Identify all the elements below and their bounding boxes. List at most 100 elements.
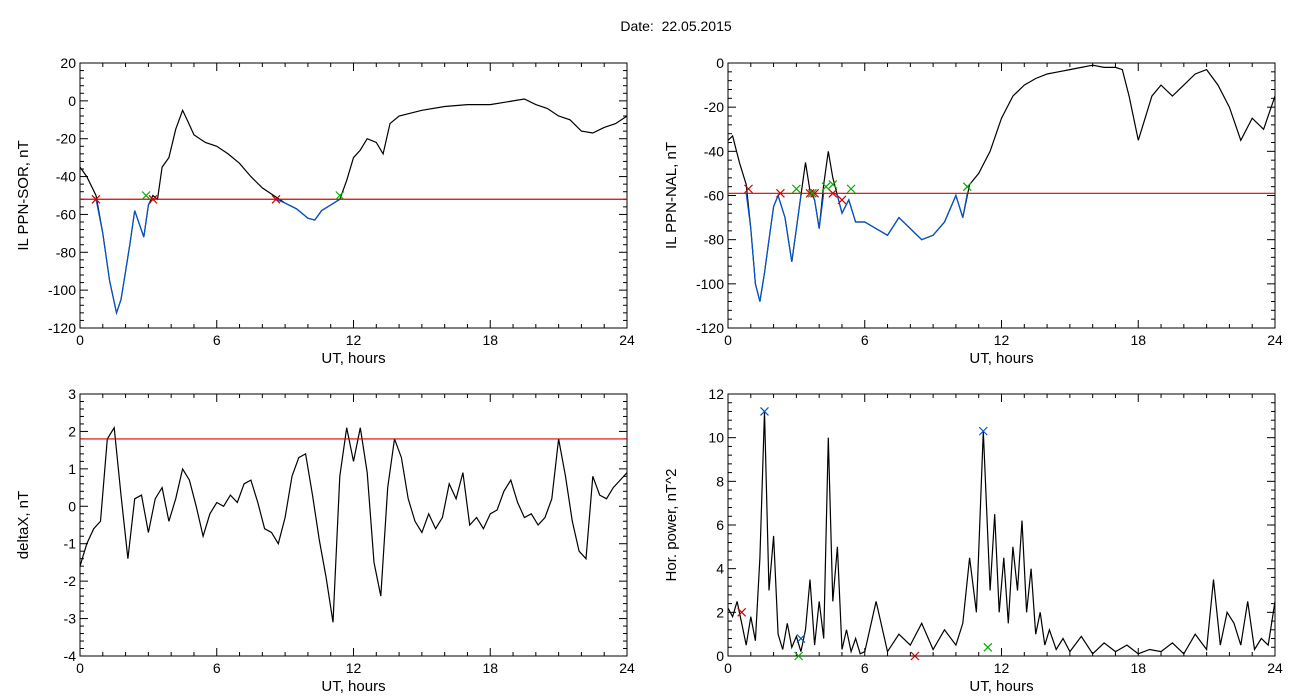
chart-date-title: Date: 22.05.2015 <box>620 18 732 34</box>
x-axis-title: UT, hours <box>321 678 385 695</box>
event-marker <box>807 188 817 198</box>
y-tick-label: -1 <box>64 536 77 552</box>
y-tick-label: 1 <box>68 461 76 477</box>
x-tick-label: 12 <box>994 660 1010 676</box>
y-tick-label: 0 <box>716 55 724 71</box>
event-marker <box>148 194 158 204</box>
event-marker <box>962 182 972 192</box>
series-line-0 <box>728 64 1275 302</box>
series-line-2 <box>275 198 341 221</box>
x-tick-label: 12 <box>994 332 1010 348</box>
event-marker <box>837 195 847 205</box>
event-marker <box>775 188 785 198</box>
y-tick-label: 4 <box>716 561 724 577</box>
y-tick-label: -3 <box>64 611 77 627</box>
x-tick-label: 24 <box>1267 660 1283 676</box>
event-marker-stroke <box>962 182 972 192</box>
event-marker <box>760 407 769 416</box>
x-axis-title: UT, hours <box>321 350 385 367</box>
event-marker-stroke <box>141 191 151 200</box>
series-line-1 <box>95 198 154 316</box>
y-axis-title: deltaX, nT <box>15 491 32 559</box>
panel-nal: 0 6 12 18 24 -120 -100 -80 -60 -40 -20 0 UT, hours IL… <box>663 55 1283 367</box>
event-marker-stroke <box>807 188 817 198</box>
event-marker-stroke <box>983 642 993 652</box>
plot-frame <box>79 393 628 657</box>
series-line-1 <box>745 193 802 302</box>
event-marker <box>978 426 988 436</box>
y-tick-label: 6 <box>716 517 724 533</box>
plot-frame <box>79 62 628 329</box>
event-marker-stroke <box>791 184 801 194</box>
event-marker <box>828 188 838 198</box>
x-axis-title: UT, hours <box>969 350 1033 367</box>
event-marker-stroke <box>796 634 806 643</box>
event-marker <box>810 188 820 198</box>
x-tick-label: 6 <box>861 332 869 348</box>
event-marker <box>846 184 856 194</box>
event-marker <box>91 194 101 204</box>
event-marker <box>794 651 804 661</box>
series-line-0 <box>80 98 627 316</box>
y-tick-label: 0 <box>68 498 76 514</box>
plot-frame <box>727 393 1276 657</box>
y-tick-label: 12 <box>708 386 724 402</box>
event-marker <box>744 184 753 194</box>
x-tick-label: 18 <box>482 660 498 676</box>
y-tick-label: 0 <box>68 93 76 109</box>
event-marker-stroke <box>148 194 158 204</box>
event-marker-stroke <box>91 194 101 204</box>
y-axis-title: IL PPN-NAL, nT <box>663 142 680 249</box>
event-marker-stroke <box>828 188 838 198</box>
x-tick-label: 6 <box>213 660 221 676</box>
x-tick-label: 0 <box>724 332 732 348</box>
event-marker-stroke <box>910 651 920 661</box>
y-tick-label: 10 <box>708 430 724 446</box>
event-marker <box>737 607 747 617</box>
x-tick-label: 12 <box>346 660 362 676</box>
y-tick-label: -4 <box>64 648 77 664</box>
x-tick-label: 18 <box>482 332 498 348</box>
event-marker-stroke <box>846 184 856 194</box>
y-tick-label: -2 <box>64 573 77 589</box>
x-tick-label: 0 <box>76 660 84 676</box>
x-tick-label: 6 <box>861 660 869 676</box>
x-tick-label: 0 <box>76 332 84 348</box>
event-marker-stroke <box>828 180 838 189</box>
x-tick-label: 12 <box>346 332 362 348</box>
x-tick-label: 18 <box>1130 660 1146 676</box>
y-tick-label: 2 <box>716 604 724 620</box>
event-marker <box>983 642 993 652</box>
event-marker-stroke <box>775 188 785 198</box>
event-marker-stroke <box>821 182 831 192</box>
event-marker-stroke <box>794 651 804 661</box>
y-tick-label: -80 <box>56 244 76 260</box>
y-tick-label: 2 <box>68 423 76 439</box>
y-tick-label: -20 <box>704 99 724 115</box>
y-tick-label: 3 <box>68 386 76 402</box>
series-line-0 <box>80 425 627 623</box>
series-line-0 <box>728 411 1275 655</box>
y-tick-label: 0 <box>716 648 724 664</box>
event-marker <box>141 191 151 200</box>
event-marker-stroke <box>744 184 753 194</box>
event-marker-stroke <box>737 607 747 617</box>
x-tick-label: 18 <box>1130 332 1146 348</box>
event-marker <box>335 191 345 200</box>
y-tick-label: -100 <box>48 282 76 298</box>
x-tick-label: 6 <box>213 332 221 348</box>
y-tick-label: -40 <box>704 143 724 159</box>
event-marker <box>821 182 831 192</box>
event-marker-stroke <box>978 426 988 436</box>
y-tick-label: -60 <box>704 188 724 204</box>
y-tick-label: -60 <box>56 206 76 222</box>
x-axis-title: UT, hours <box>969 678 1033 695</box>
x-tick-label: 24 <box>619 332 635 348</box>
x-tick-label: 0 <box>724 660 732 676</box>
event-marker-stroke <box>810 188 820 198</box>
event-marker-stroke <box>837 195 847 205</box>
event-marker <box>271 194 281 204</box>
